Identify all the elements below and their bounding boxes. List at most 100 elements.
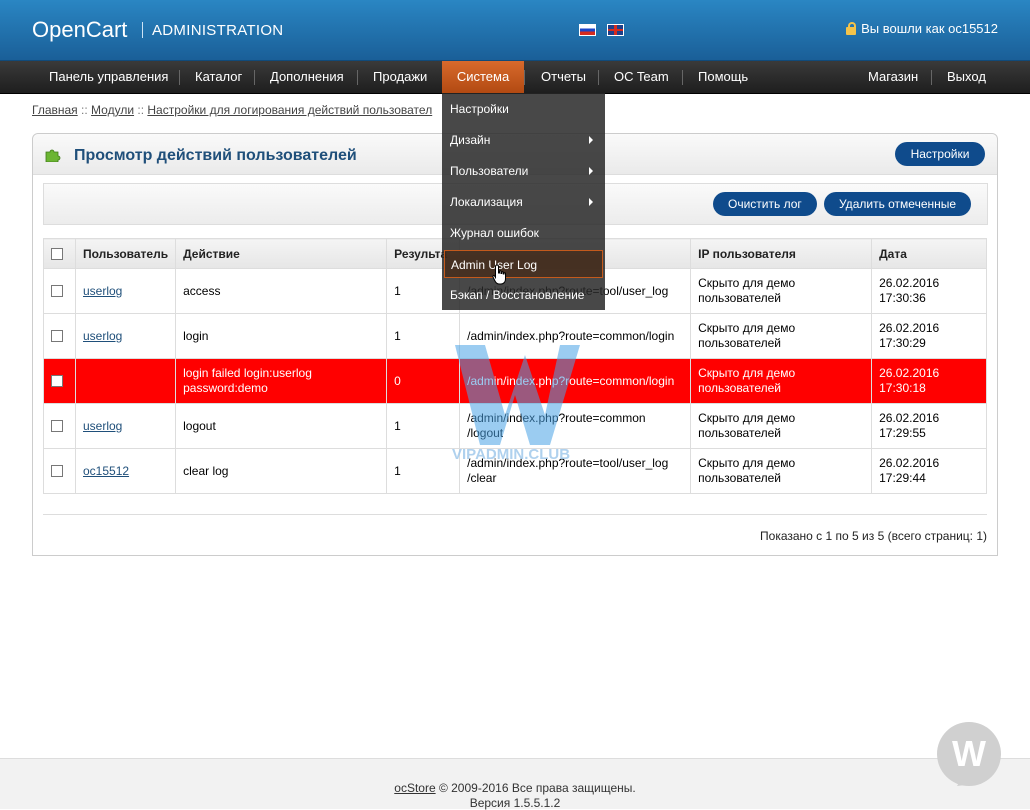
col-user[interactable]: Пользователь <box>74 238 177 269</box>
time-value: 17:30:36 <box>879 291 926 305</box>
cell-user: oc15512 <box>74 448 177 494</box>
menu-help[interactable]: Помощь <box>698 69 749 84</box>
row-checkbox[interactable] <box>51 285 63 298</box>
table-row: userlog logout 1 /admin/index.php?route=… <box>43 403 987 449</box>
login-text: Вы вошли как oc15512 <box>861 21 998 36</box>
user-link[interactable]: oc15512 <box>83 463 130 478</box>
dropdown-admin-user-log[interactable]: Admin User Log <box>444 250 603 278</box>
row-checkbox[interactable] <box>51 330 63 343</box>
puzzle-icon <box>45 149 61 162</box>
dropdown-design[interactable]: Дизайн <box>444 126 603 154</box>
pagination-text: Показано с 1 по 5 из 5 (всего страниц: 1… <box>760 529 987 543</box>
brand-logo[interactable]: OpenCart <box>32 17 128 42</box>
user-link[interactable]: userlog <box>83 418 123 433</box>
time-value: 17:30:18 <box>879 381 926 395</box>
svg-text:W: W <box>952 733 986 774</box>
col-date[interactable]: Дата <box>871 238 987 269</box>
chevron-right-icon <box>589 198 593 206</box>
dropdown-error-log[interactable]: Журнал ошибок <box>444 219 603 247</box>
row-checkbox-cell <box>43 448 76 494</box>
breadcrumb-current[interactable]: Настройки для логирования действий польз… <box>147 103 433 117</box>
corner-logo-icon: W <box>937 722 1001 786</box>
row-checkbox[interactable] <box>51 465 63 478</box>
flag-en-icon[interactable] <box>607 24 624 36</box>
system-dropdown: Настройки Дизайн Пользователи Локализаци… <box>442 93 605 310</box>
delete-selected-button[interactable]: Удалить отмеченные <box>824 192 972 216</box>
watermark-text: VIPADMIN.CLUB <box>452 446 571 463</box>
footer-link[interactable]: ocStore <box>394 781 436 795</box>
menu-divider <box>254 70 255 85</box>
dropdown-label: Локализация <box>450 195 523 209</box>
col-action[interactable]: Действие <box>175 238 388 269</box>
dropdown-label: Admin User Log <box>451 258 538 272</box>
menu-system[interactable]: Система <box>442 61 524 93</box>
dropdown-settings[interactable]: Настройки <box>444 95 603 123</box>
dropdown-label: Пользователи <box>450 164 529 178</box>
header: OpenCart ADMINISTRATION Вы вошли как oc1… <box>0 0 1030 61</box>
user-link[interactable]: userlog <box>83 283 123 298</box>
row-checkbox-cell <box>43 313 76 359</box>
time-value: 17:30:29 <box>879 336 926 350</box>
footer: ocStore © 2009-2016 Все права защищены. … <box>0 758 1030 810</box>
brand-subtitle: ADMINISTRATION <box>152 22 284 39</box>
breadcrumb-separator: :: <box>81 103 88 117</box>
menu-dashboard[interactable]: Панель управления <box>49 69 169 84</box>
cell-url: /admin/index.php?route=common /logout <box>459 403 692 449</box>
select-all-checkbox[interactable] <box>51 248 63 261</box>
cell-url: /admin/index.php?route=common/login <box>459 358 692 404</box>
flag-ru-icon[interactable] <box>579 24 596 36</box>
menu-sales[interactable]: Продажи <box>373 69 428 84</box>
cell-action: login <box>175 313 388 359</box>
menu-oc-team[interactable]: OC Team <box>614 69 669 84</box>
menu-divider <box>524 70 525 85</box>
menu-extensions[interactable]: Дополнения <box>270 69 344 84</box>
menu-divider <box>179 70 180 85</box>
row-checkbox[interactable] <box>51 375 63 388</box>
cell-date: 26.02.2016 17:30:18 <box>871 358 987 404</box>
cell-date: 26.02.2016 17:29:55 <box>871 403 987 449</box>
dropdown-users[interactable]: Пользователи <box>444 157 603 185</box>
settings-button[interactable]: Настройки <box>895 142 985 166</box>
cell-user: userlog <box>74 313 177 359</box>
cell-date: 26.02.2016 17:30:29 <box>871 313 987 359</box>
date-value: 26.02.2016 <box>879 276 940 290</box>
dropdown-backup[interactable]: Бэкап / Восстановление <box>444 281 603 309</box>
breadcrumb-separator: :: <box>137 103 145 117</box>
cell-user: userlog <box>74 268 177 314</box>
cell-user <box>74 358 177 404</box>
brand-divider <box>142 22 143 38</box>
date-value: 26.02.2016 <box>879 321 940 335</box>
dropdown-label: Дизайн <box>450 133 491 147</box>
cell-result: 1 <box>386 313 461 359</box>
row-checkbox[interactable] <box>51 420 63 433</box>
menu-store[interactable]: Магазин <box>868 69 919 84</box>
hand-cursor-icon <box>492 264 506 285</box>
cell-ip: Скрыто для демо пользователей <box>690 448 873 494</box>
cell-ip: Скрыто для демо пользователей <box>690 358 873 404</box>
breadcrumb-home[interactable]: Главная <box>32 103 78 117</box>
dropdown-localisation[interactable]: Локализация <box>444 188 603 216</box>
clear-log-button[interactable]: Очистить лог <box>713 192 817 216</box>
login-info: Вы вошли как oc15512 <box>846 21 998 36</box>
pagination-divider <box>43 514 987 515</box>
menu-catalog[interactable]: Каталог <box>195 69 243 84</box>
date-value: 26.02.2016 <box>879 366 940 380</box>
menu-divider <box>931 70 932 85</box>
breadcrumb: Главная :: Модули :: Настройки для логир… <box>32 103 432 117</box>
col-ip[interactable]: IP пользователя <box>690 238 873 269</box>
menu-reports[interactable]: Отчеты <box>541 69 586 84</box>
main-menu: Панель управления Каталог Дополнения Про… <box>0 61 1030 94</box>
breadcrumb-modules[interactable]: Модули <box>91 103 135 117</box>
cell-url: /admin/index.php?route=common/login <box>459 313 692 359</box>
dropdown-label: Бэкап / Восстановление <box>450 288 585 302</box>
chevron-right-icon <box>589 136 593 144</box>
cell-ip: Скрыто для демо пользователей <box>690 313 873 359</box>
cell-result: 1 <box>386 448 461 494</box>
select-all-cell <box>43 238 76 269</box>
cell-url: /admin/index.php?route=tool/user_log /cl… <box>459 448 692 494</box>
user-link[interactable]: userlog <box>83 328 123 343</box>
menu-logout[interactable]: Выход <box>947 69 986 84</box>
date-value: 26.02.2016 <box>879 411 940 425</box>
cell-result: 1 <box>386 403 461 449</box>
chevron-right-icon <box>589 167 593 175</box>
